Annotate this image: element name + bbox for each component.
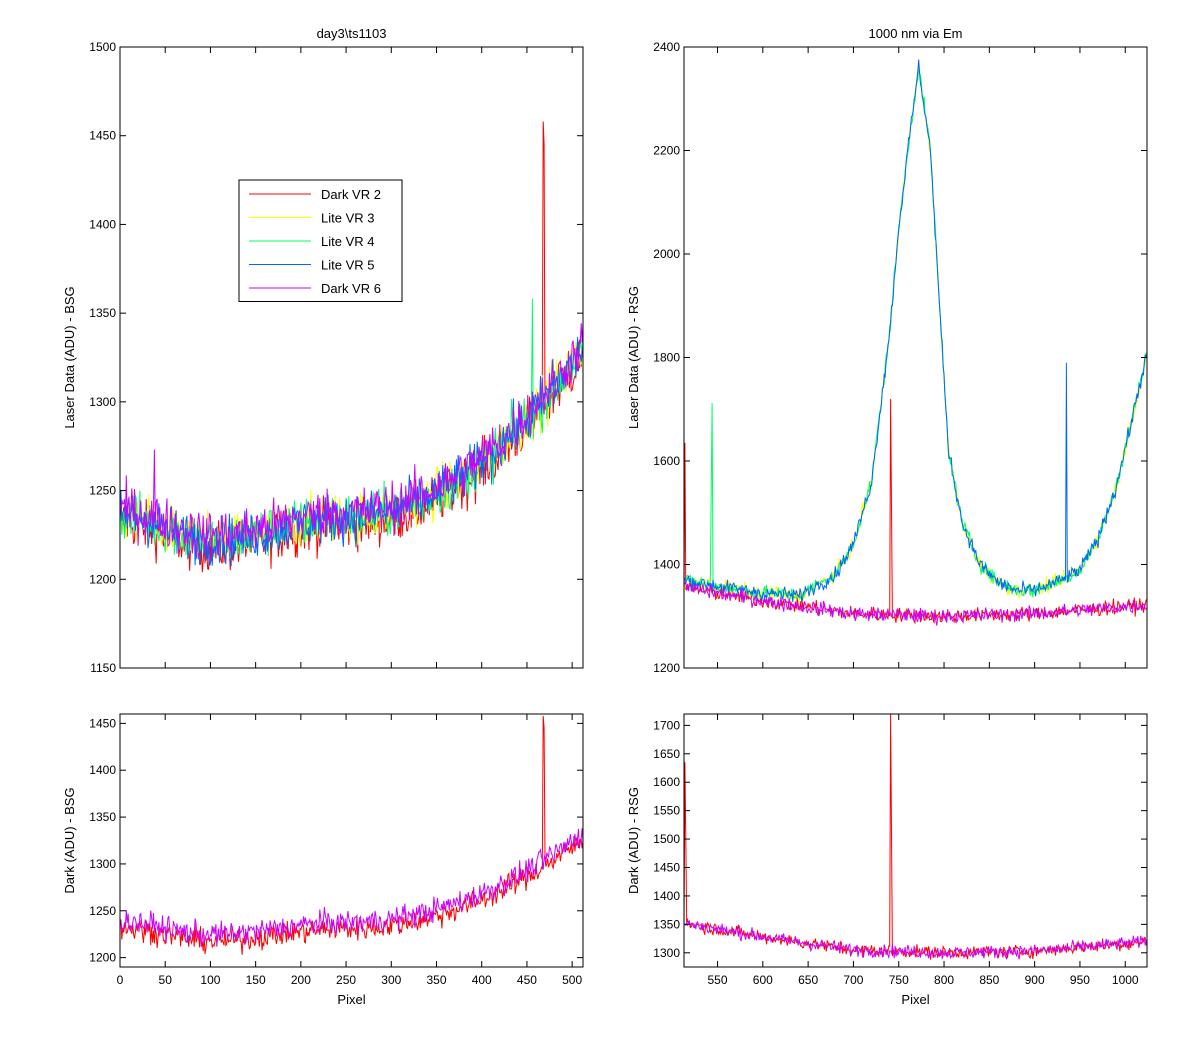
panel-bottom-right: 1300 1350 1400 1450 1500 1550 1600 1650 1700 550 6…	[626, 713, 1148, 1007]
y-tick-label: 1250	[89, 904, 116, 918]
y-tick-label: 2400	[653, 40, 680, 54]
y-tick-label: 1350	[653, 917, 680, 931]
x-tick-label: 350	[426, 973, 446, 987]
plot-area	[684, 714, 1147, 967]
series-line-dark-vr-6	[684, 919, 1147, 961]
legend-label: Dark VR 6	[321, 281, 381, 296]
axes-frame	[119, 713, 584, 968]
series-line-lite-vr-5	[684, 59, 1147, 603]
y-tick-label: 1300	[89, 857, 116, 871]
x-tick-label: 300	[381, 973, 401, 987]
legend-label: Dark VR 2	[321, 187, 381, 202]
axes-frame	[683, 713, 1148, 968]
legend-label: Lite VR 5	[321, 258, 374, 273]
x-tick-label: 400	[472, 973, 492, 987]
y-tick-label: 1200	[89, 572, 116, 586]
panel-top-left: 1150 1200 1250 1300 1350 1400 1450 1500 day3\ts1…	[62, 26, 584, 675]
x-tick-label: 250	[336, 973, 356, 987]
series-group	[684, 59, 1147, 626]
x-tick-label: 900	[1025, 973, 1045, 987]
legend-label: Lite VR 3	[321, 211, 374, 226]
x-tick-label: 850	[979, 973, 999, 987]
chart-title: day3\ts1103	[317, 26, 387, 41]
x-tick-label: 800	[934, 973, 954, 987]
y-tick-label: 1200	[89, 951, 116, 965]
x-tick-label: 700	[843, 973, 863, 987]
y-tick-label: 1300	[89, 395, 116, 409]
x-axis-label: Pixel	[337, 992, 365, 1007]
x-tick-label: 500	[562, 973, 582, 987]
y-tick-label: 1450	[653, 861, 680, 875]
y-tick-label: 1200	[653, 661, 680, 675]
y-axis-label: Dark (ADU) - RSG	[626, 787, 641, 894]
series-group	[120, 715, 583, 955]
panel-top-right: 1200 1400 1600 1800 2000 2200 2400 1000 nm via …	[626, 26, 1148, 675]
y-tick-label: 1450	[89, 129, 116, 143]
x-tick-label: 100	[200, 973, 220, 987]
x-tick-label: 0	[117, 973, 124, 987]
y-tick-label: 1400	[653, 889, 680, 903]
x-tick-label: 150	[246, 973, 266, 987]
legend: Dark VR 2 Lite VR 3 Lite VR 4 Lite VR 5 Dark…	[238, 179, 403, 302]
series-line-dark-vr-6	[120, 828, 583, 947]
y-tick-label: 1450	[89, 716, 116, 730]
x-axis-label: Pixel	[901, 992, 929, 1007]
x-tick-label: 450	[517, 973, 537, 987]
y-tick-label: 1600	[653, 775, 680, 789]
axes-frame	[119, 46, 584, 669]
y-tick-label: 1550	[653, 804, 680, 818]
y-tick-label: 1700	[653, 718, 680, 732]
y-tick-label: 1150	[90, 661, 116, 675]
plot-area	[120, 47, 583, 668]
series-line-dark-vr-6	[684, 580, 1147, 626]
x-tick-label: 1000	[1112, 973, 1139, 987]
x-tick-label: 750	[889, 973, 909, 987]
y-tick-label: 1400	[89, 217, 116, 231]
y-tick-label: 1650	[653, 747, 680, 761]
x-tick-label: 950	[1070, 973, 1090, 987]
y-tick-label: 1400	[89, 763, 116, 777]
series-group	[120, 121, 583, 573]
y-tick-label: 1300	[653, 946, 680, 960]
legend-label: Lite VR 4	[321, 234, 374, 249]
y-tick-label: 1800	[653, 351, 680, 365]
series-line-dark-vr-6	[120, 322, 583, 562]
y-axis-label: Laser Data (ADU) - BSG	[62, 286, 77, 428]
y-tick-label: 1350	[89, 306, 116, 320]
y-axis-label: Laser Data (ADU) - RSG	[626, 286, 641, 429]
y-tick-label: 1350	[89, 810, 116, 824]
panel-bottom-left: 1200 1250 1300 1350 1400 1450 0 50 100 150 200 250 3…	[62, 713, 584, 1007]
y-tick-label: 1500	[653, 832, 680, 846]
x-tick-label: 550	[708, 973, 728, 987]
x-tick-label: 600	[753, 973, 773, 987]
y-tick-label: 1250	[89, 484, 116, 498]
y-tick-label: 1400	[653, 558, 680, 572]
y-axis-label: Dark (ADU) - BSG	[62, 787, 77, 893]
x-tick-label: 650	[798, 973, 818, 987]
y-tick-label: 1500	[89, 40, 116, 54]
x-tick-label: 50	[159, 973, 173, 987]
series-group	[684, 714, 1147, 961]
plot-area	[684, 47, 1147, 668]
x-tick-label: 200	[291, 973, 311, 987]
y-tick-label: 1600	[653, 454, 680, 468]
y-tick-label: 2200	[653, 144, 680, 158]
y-tick-label: 2000	[653, 247, 680, 261]
chart-title: 1000 nm via Em	[869, 26, 963, 41]
